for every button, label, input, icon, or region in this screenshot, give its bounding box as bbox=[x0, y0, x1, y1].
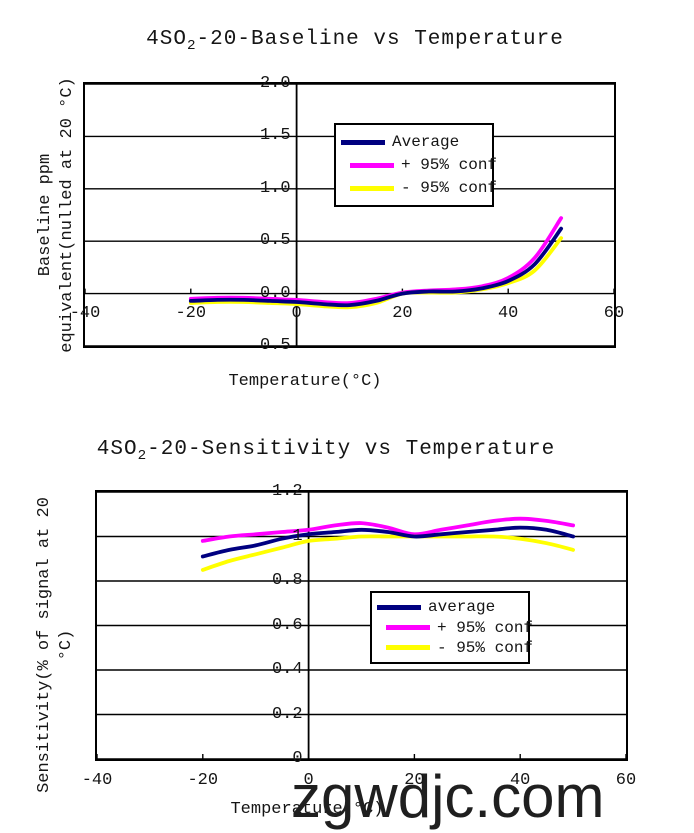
y-tick-label: 0.5 bbox=[259, 336, 291, 355]
legend-row: + 95% conf bbox=[341, 156, 497, 174]
y-tick-label: 1 bbox=[292, 526, 303, 546]
average-line-swatch bbox=[341, 139, 385, 145]
plus-95-conf-line-swatch bbox=[386, 625, 430, 630]
y-tick-label: 0 bbox=[292, 749, 303, 768]
x-tick-label: -20 bbox=[187, 771, 219, 790]
y-tick-label: 2.0 bbox=[259, 74, 291, 93]
y-axis-title-line1: Baseline ppm bbox=[36, 153, 55, 277]
x-tick-label: -40 bbox=[69, 303, 101, 323]
x-tick-label: -40 bbox=[81, 771, 113, 790]
y-tick-label: 0.6 bbox=[271, 615, 303, 635]
title-subscript: 2 bbox=[137, 448, 148, 465]
minus-95-conf-line-swatch bbox=[350, 185, 394, 191]
legend-row: Average bbox=[341, 133, 487, 151]
title-prefix: 4SO bbox=[146, 27, 187, 51]
y-axis-title-line2: °C) bbox=[57, 629, 76, 661]
average-line-swatch bbox=[377, 604, 421, 610]
series-line bbox=[188, 216, 563, 306]
legend-row: average bbox=[377, 598, 523, 616]
legend-label: - 95% conf bbox=[437, 638, 534, 657]
series-line bbox=[200, 525, 575, 559]
x-tick-label: 0 bbox=[291, 303, 302, 323]
x-tick-label: 0 bbox=[303, 771, 314, 790]
x-tick-label: 20 bbox=[404, 771, 425, 790]
title-suffix: -20-Sensitivity vs Temperature bbox=[147, 437, 556, 461]
minus-95-conf-line-swatch bbox=[386, 645, 430, 651]
plus-95-conf-line-swatch bbox=[350, 162, 394, 168]
sensitivity-legend: average + 95% conf - 95% conf bbox=[370, 591, 533, 664]
series-line bbox=[200, 534, 575, 572]
y-tick-label: 1.5 bbox=[259, 126, 291, 146]
y-tick-label: 1.0 bbox=[259, 178, 291, 198]
legend-row: + 95% conf bbox=[377, 619, 533, 637]
y-tick-label: 0.4 bbox=[271, 660, 303, 679]
sensitivity-plot-area bbox=[95, 490, 628, 761]
title-suffix: -20-Baseline vs Temperature bbox=[196, 27, 564, 51]
x-tick-label: 40 bbox=[509, 771, 531, 790]
sensitivity-x-axis-title: Temperature(°C) bbox=[230, 800, 384, 819]
watermark: zgwdjc.com bbox=[291, 763, 605, 830]
y-tick-label: 0.0 bbox=[259, 283, 291, 303]
chart-canvas bbox=[97, 492, 626, 759]
sensitivity-y-axis-title: Sensitivity(% of signal at 20 °C) bbox=[34, 497, 78, 793]
y-tick-label: 0.5 bbox=[259, 231, 291, 251]
title-subscript: 2 bbox=[186, 38, 197, 55]
baseline-x-axis-title: Temperature(°C) bbox=[228, 372, 382, 391]
chart-baseline-title: 4SO2-20-Baseline vs Temperature bbox=[146, 28, 564, 54]
y-axis-title-line1: Sensitivity(% of signal at 20 bbox=[35, 497, 54, 793]
title-prefix: 4SO bbox=[96, 437, 138, 461]
legend-label: Average bbox=[392, 133, 460, 151]
legend-label: - 95% conf bbox=[401, 179, 498, 197]
legend-label: + 95% conf bbox=[437, 618, 534, 637]
legend-row: - 95% conf bbox=[377, 639, 533, 657]
series-line bbox=[200, 516, 575, 543]
legend-label: average bbox=[428, 598, 496, 617]
series-line bbox=[188, 226, 563, 308]
legend-label: + 95% conf bbox=[401, 156, 498, 174]
legend-row: - 95% conf bbox=[341, 179, 497, 197]
x-tick-label: -20 bbox=[175, 303, 207, 323]
y-tick-label: 0.8 bbox=[271, 571, 303, 590]
x-tick-label: 40 bbox=[497, 303, 519, 323]
x-tick-label: 60 bbox=[615, 771, 637, 790]
chart-sensitivity-title: 4SO2-20-Sensitivity vs Temperature bbox=[97, 438, 555, 464]
x-tick-label: 60 bbox=[603, 303, 625, 323]
baseline-legend: Average + 95% conf - 95% conf bbox=[334, 123, 497, 207]
y-tick-label: 0.2 bbox=[271, 704, 303, 724]
y-tick-label: 1.2 bbox=[271, 482, 303, 501]
x-tick-label: 20 bbox=[392, 303, 413, 323]
